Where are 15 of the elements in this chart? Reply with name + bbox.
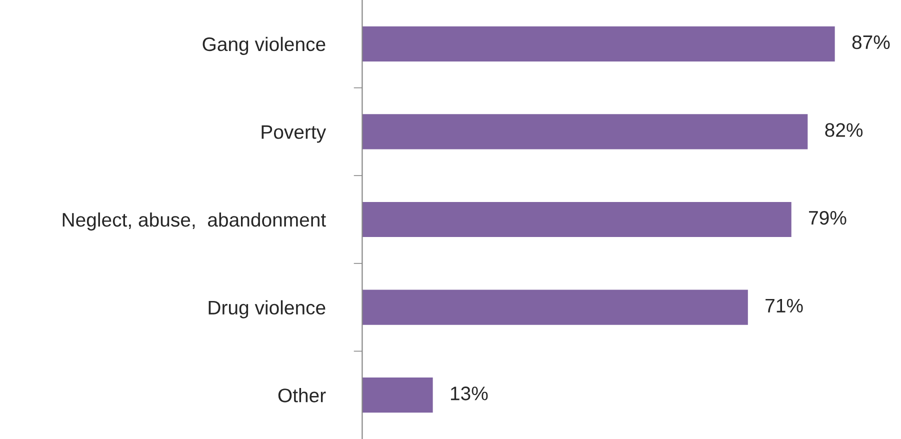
data-label: 13% [450, 386, 488, 400]
bar [362, 114, 808, 150]
y-tick-label: Neglect, abuse, abandonment [62, 212, 326, 231]
bar [362, 378, 433, 413]
y-tick-label: Drug violence [208, 300, 326, 318]
y-tick-label: Poverty [262, 125, 326, 143]
y-tick-label: Gang violence [202, 36, 326, 55]
bar [362, 26, 835, 62]
data-label: 79% [809, 210, 846, 225]
bar [362, 290, 748, 325]
data-label: 87% [852, 35, 890, 50]
data-label: 82% [825, 123, 863, 137]
data-label: 71% [766, 298, 803, 312]
y-tick-label: Other [278, 388, 326, 402]
bar [362, 202, 792, 238]
